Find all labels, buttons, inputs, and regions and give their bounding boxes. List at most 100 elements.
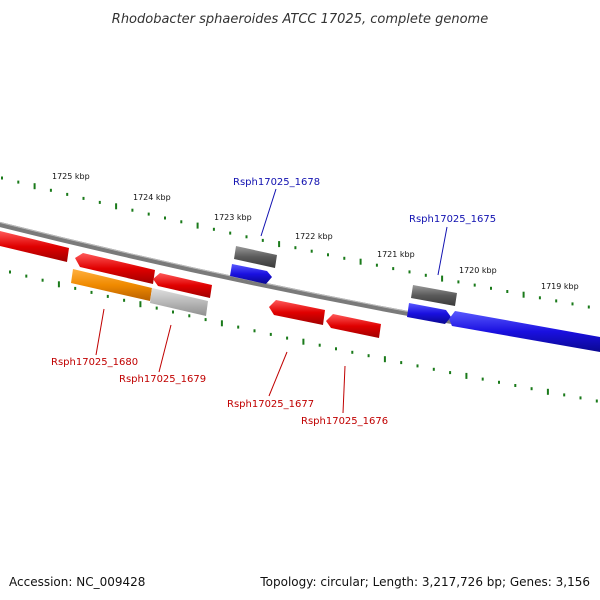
gene-feature-lightgray[interactable] xyxy=(150,288,208,316)
minor-tick xyxy=(49,188,52,192)
minor-tick xyxy=(490,286,492,290)
tick-label: 1724 kbp xyxy=(133,193,171,202)
minor-tick xyxy=(131,208,134,212)
minor-tick xyxy=(538,296,541,300)
minor-tick xyxy=(261,238,264,242)
minor-tick xyxy=(269,332,272,336)
minor-tick xyxy=(180,220,183,224)
accession-text: Accession: NC_009428 xyxy=(9,575,145,589)
major-tick xyxy=(139,301,142,308)
minor-tick xyxy=(563,393,566,397)
minor-tick xyxy=(579,396,582,400)
minor-tick xyxy=(74,286,77,290)
minor-tick xyxy=(351,350,354,354)
minor-tick xyxy=(229,231,232,235)
major-tick xyxy=(33,183,36,190)
gene-feature-red[interactable] xyxy=(153,273,212,298)
major-tick xyxy=(196,222,199,229)
gene-feature-blue[interactable] xyxy=(230,264,272,284)
minor-tick xyxy=(164,216,166,220)
major-tick xyxy=(57,281,60,288)
minor-tick xyxy=(9,270,11,274)
minor-tick xyxy=(432,367,435,371)
gene-label[interactable]: Rsph17025_1678 xyxy=(233,177,320,188)
minor-tick xyxy=(449,371,452,375)
minor-tick xyxy=(400,361,403,365)
major-tick xyxy=(546,388,549,395)
minor-tick xyxy=(506,290,509,293)
major-tick xyxy=(278,241,281,248)
minor-tick xyxy=(82,196,85,200)
tick-label: 1719 kbp xyxy=(541,282,579,291)
gene-feature-blue[interactable] xyxy=(449,311,600,352)
leader-line xyxy=(342,365,346,414)
minor-tick xyxy=(555,299,558,303)
gene-label[interactable]: Rsph17025_1676 xyxy=(301,416,388,427)
minor-tick xyxy=(106,294,109,298)
minor-tick xyxy=(98,200,101,204)
minor-tick xyxy=(318,343,321,347)
minor-tick xyxy=(294,246,297,250)
gene-feature-orange[interactable] xyxy=(71,269,152,301)
minor-tick xyxy=(367,354,370,358)
major-tick xyxy=(359,258,362,265)
gene-label[interactable]: Rsph17025_1679 xyxy=(119,374,206,385)
leader-line xyxy=(260,188,277,237)
gene-label[interactable]: Rsph17025_1680 xyxy=(51,357,138,368)
major-tick xyxy=(465,372,468,379)
leader-line xyxy=(268,351,288,397)
minor-tick xyxy=(392,267,395,271)
leader-line xyxy=(95,308,105,356)
minor-tick xyxy=(327,253,329,257)
minor-tick xyxy=(123,298,126,302)
major-tick xyxy=(302,338,305,345)
minor-tick xyxy=(245,235,248,239)
minor-tick xyxy=(147,212,150,216)
minor-tick xyxy=(66,192,69,196)
minor-tick xyxy=(416,364,419,368)
minor-tick xyxy=(237,325,240,329)
minor-tick xyxy=(514,384,517,387)
minor-tick xyxy=(481,377,484,381)
outer-tick-ring xyxy=(1,176,590,309)
map-title: Rhodobacter sphaeroides ATCC 17025, comp… xyxy=(112,12,488,27)
minor-tick xyxy=(155,306,158,310)
gene-feature-red[interactable] xyxy=(269,300,325,325)
gene-feature-red[interactable] xyxy=(0,231,69,262)
minor-tick xyxy=(375,263,378,267)
gene-feature-red[interactable] xyxy=(326,314,381,338)
tick-label: 1725 kbp xyxy=(52,172,90,181)
gene-label[interactable]: Rsph17025_1677 xyxy=(227,399,314,410)
minor-tick xyxy=(530,387,533,391)
minor-tick xyxy=(595,399,598,403)
major-tick xyxy=(522,291,525,298)
minor-tick xyxy=(457,280,460,284)
minor-tick xyxy=(25,274,28,278)
tick-label: 1720 kbp xyxy=(459,266,497,275)
minor-tick xyxy=(571,302,574,306)
gene-feature-gray[interactable] xyxy=(234,246,277,268)
topology-text: Topology: circular; Length: 3,217,726 bp… xyxy=(259,575,590,589)
minor-tick xyxy=(587,305,590,309)
inner-tick-ring xyxy=(9,270,598,403)
minor-tick xyxy=(498,380,500,384)
minor-tick xyxy=(172,310,174,314)
minor-tick xyxy=(335,347,337,351)
minor-tick xyxy=(408,270,411,274)
minor-tick xyxy=(41,278,44,282)
tick-label: 1721 kbp xyxy=(377,250,415,259)
major-tick xyxy=(383,356,386,363)
leader-line xyxy=(158,324,172,373)
minor-tick xyxy=(204,318,207,322)
minor-tick xyxy=(212,227,215,231)
gene-feature-blue[interactable] xyxy=(407,303,451,324)
minor-tick xyxy=(343,256,346,260)
major-tick xyxy=(220,320,223,327)
gene-label[interactable]: Rsph17025_1675 xyxy=(409,214,496,225)
minor-tick xyxy=(90,290,93,294)
tick-label: 1723 kbp xyxy=(214,213,252,222)
gene-feature-red[interactable] xyxy=(75,253,155,284)
gene-feature-gray[interactable] xyxy=(411,285,457,306)
minor-tick xyxy=(424,273,427,277)
major-tick xyxy=(441,275,444,282)
